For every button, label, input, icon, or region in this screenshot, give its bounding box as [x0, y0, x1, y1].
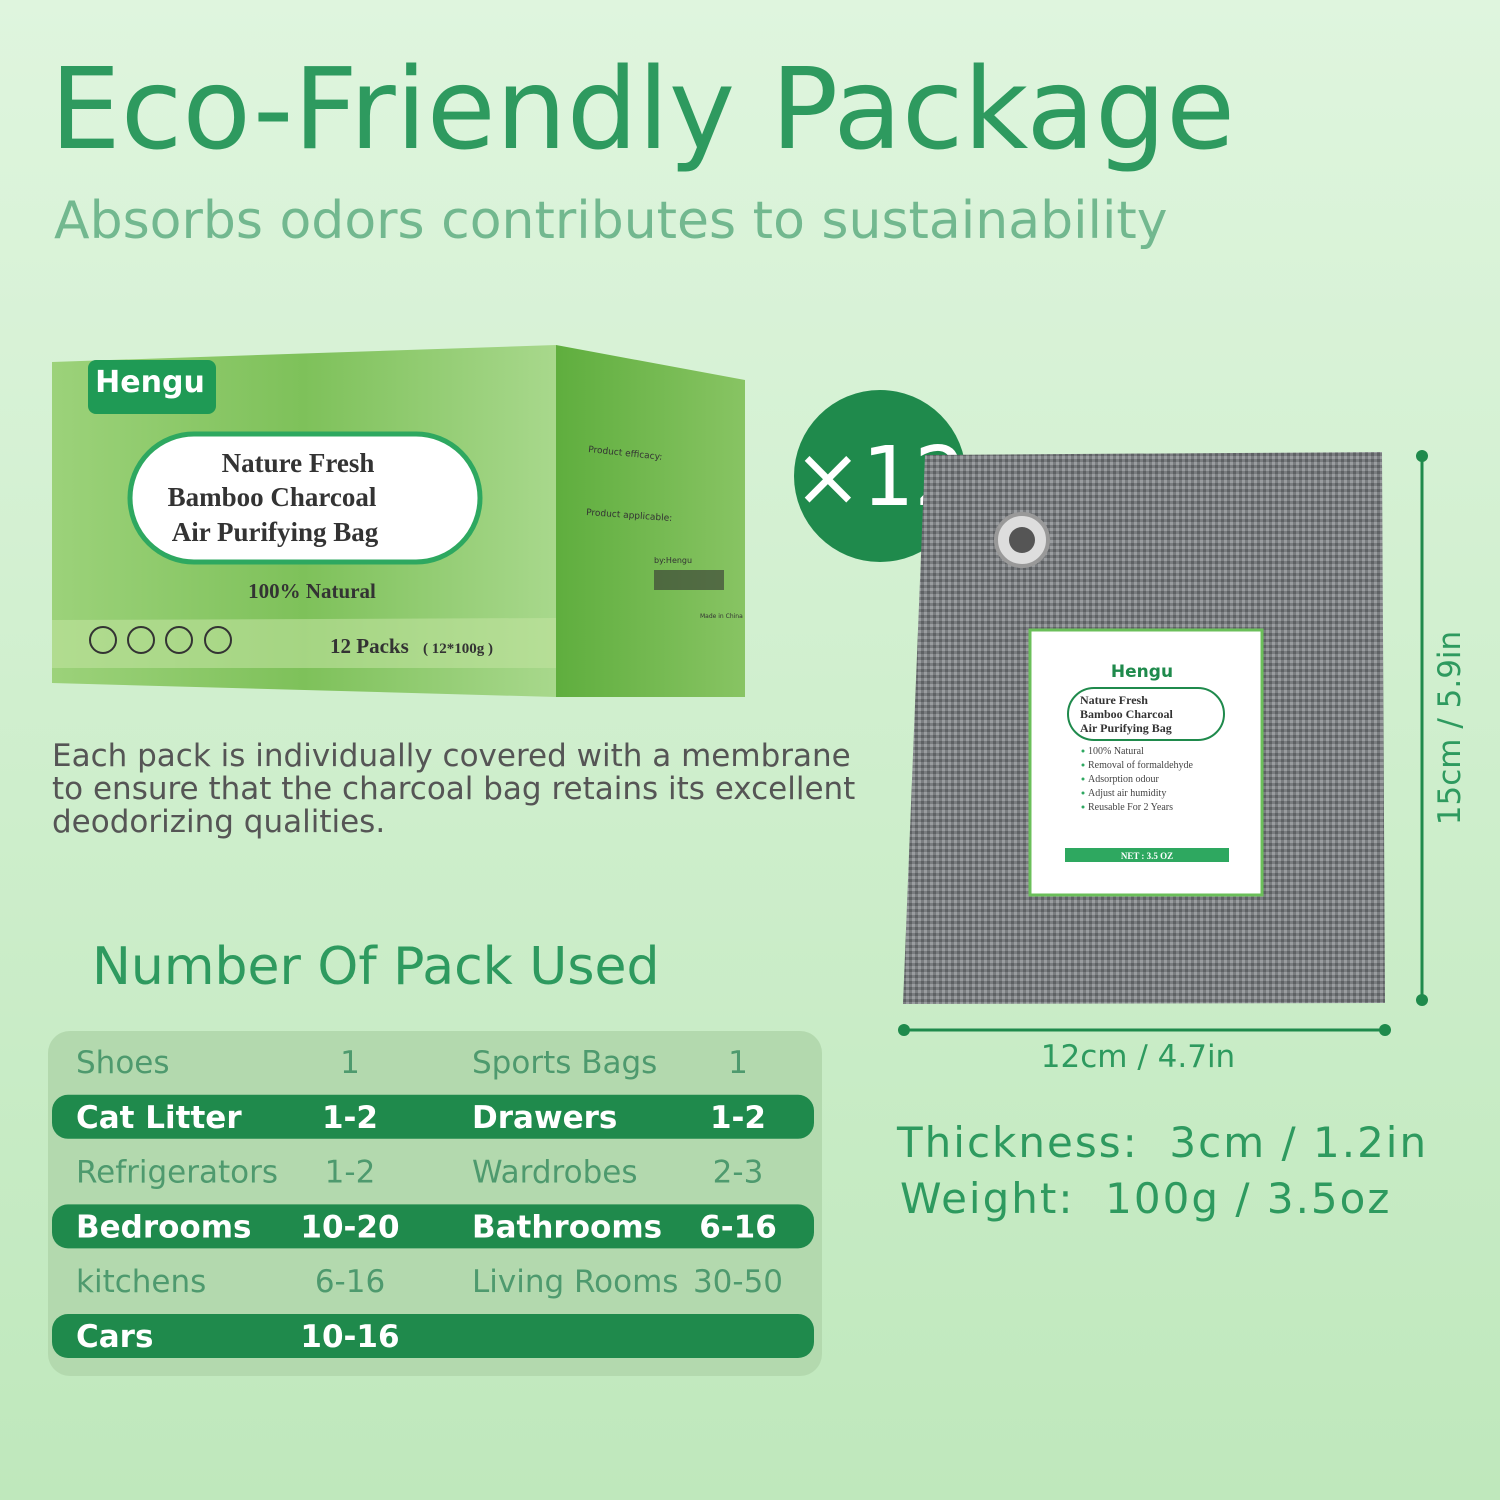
bullet-dot — [1081, 763, 1085, 767]
height-label: 15cm / 5.9in — [1432, 631, 1468, 825]
usage-place: Sports Bags — [472, 1045, 657, 1081]
box-side — [556, 345, 745, 697]
bag-name: Nature Fresh — [1080, 693, 1148, 707]
usage-count: 10-16 — [300, 1319, 399, 1355]
bag-bullet: Removal of formaldehyde — [1088, 760, 1194, 771]
bag-net-bar — [1065, 848, 1229, 862]
box-icons — [89, 626, 232, 654]
bag-bullet: 100% Natural — [1088, 746, 1144, 757]
bag-bullet: Reusable For 2 Years — [1088, 802, 1173, 813]
box-label — [127, 431, 483, 565]
bag-bullet: Adjust air humidity — [1088, 788, 1166, 799]
bag-brand: Hengu — [1111, 662, 1173, 682]
box-barcode — [654, 570, 724, 590]
bullet-dot — [1081, 791, 1085, 795]
usage-place: Drawers — [472, 1100, 617, 1136]
width-label: 12cm / 4.7in — [1041, 1039, 1235, 1075]
box-packs: 12 Packs — [330, 634, 409, 658]
usage-place: Cat Litter — [76, 1100, 242, 1136]
bullet-dot — [1081, 777, 1085, 781]
box-natural: 100% Natural — [248, 579, 376, 603]
dimension-lines — [904, 456, 1424, 1032]
usage-title: Number Of Pack Used — [92, 937, 659, 997]
box-name: Air Purifying Bag — [172, 517, 379, 547]
usage-place: Wardrobes — [472, 1155, 637, 1191]
weight: Weight: 100g / 3.5oz — [900, 1174, 1391, 1223]
box-brand: Hengu — [95, 365, 205, 400]
usage-count: 10-20 — [300, 1209, 399, 1245]
usage-count: 6-16 — [315, 1264, 385, 1300]
usage-place: Bedrooms — [76, 1209, 251, 1245]
product-box: Hengu Nature Fresh Bamboo Charcoal Air P… — [52, 345, 745, 697]
box-name: Nature Fresh — [222, 448, 375, 478]
usage-place: Refrigerators — [76, 1155, 278, 1191]
bag: Hengu Nature Fresh Bamboo Charcoal Air P… — [903, 452, 1385, 1004]
description: to ensure that the charcoal bag retains … — [52, 771, 855, 807]
description: Each pack is individually covered with a… — [52, 738, 851, 774]
usage-count: 1-2 — [710, 1100, 766, 1136]
bag-name: Air Purifying Bag — [1080, 721, 1172, 735]
usage-row-highlight — [52, 1204, 814, 1249]
usage-row-highlight — [52, 1094, 814, 1139]
usage-count: 1-2 — [322, 1100, 378, 1136]
usage-count: 2-3 — [713, 1155, 764, 1191]
usage-count: 1 — [728, 1045, 748, 1081]
bag-net: NET : 3.5 OZ — [1121, 851, 1173, 861]
usage-rows: Shoes 1 Sports Bags 1 Cat Litter 1-2 Drawers 1-… — [52, 1045, 814, 1358]
usage-count: 6-16 — [699, 1209, 777, 1245]
bag-name: Bamboo Charcoal — [1080, 707, 1173, 721]
usage-count: 1-2 — [325, 1155, 376, 1191]
usage-place: Cars — [76, 1319, 153, 1355]
thickness: Thickness: 3cm / 1.2in — [896, 1118, 1428, 1167]
usage-place: Bathrooms — [472, 1209, 662, 1245]
description: deodorizing qualities. — [52, 804, 385, 840]
title: Eco-Friendly Package — [50, 45, 1235, 175]
bag-hole — [1009, 527, 1035, 553]
box-made-in: Made in China — [700, 613, 743, 620]
subtitle: Absorbs odors contributes to sustainabil… — [54, 191, 1168, 251]
box-logo — [88, 360, 216, 414]
bullet-dot — [1081, 749, 1085, 753]
usage-place: kitchens — [76, 1264, 206, 1300]
box-by: by:Hengu — [654, 556, 692, 565]
usage-count: 30-50 — [693, 1264, 783, 1300]
box-packs-detail: ( 12*100g ) — [423, 641, 493, 657]
usage-count: 1 — [340, 1045, 360, 1081]
bag-name-frame — [1067, 687, 1225, 741]
usage-place: Living Rooms — [472, 1264, 678, 1300]
box-band — [52, 618, 556, 668]
bag-bullet: Adsorption odour — [1088, 774, 1160, 785]
dimension-dots — [898, 450, 1428, 1036]
bullet-dot — [1081, 805, 1085, 809]
usage-place: Shoes — [76, 1045, 170, 1081]
usage-row-highlight — [52, 1314, 814, 1358]
box-name: Bamboo Charcoal — [168, 482, 377, 512]
